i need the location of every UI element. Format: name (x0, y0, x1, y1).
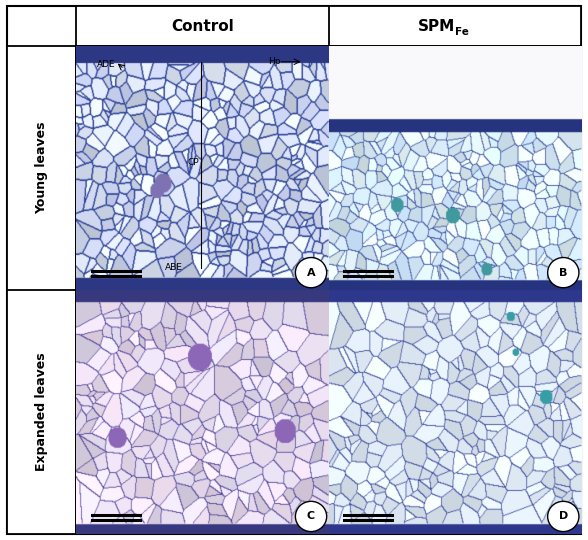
Text: ADE: ADE (96, 60, 115, 69)
Circle shape (547, 501, 579, 531)
Text: SPM: SPM (417, 19, 455, 33)
Bar (7, 46, 76, 534)
Text: ABE: ABE (165, 264, 183, 272)
Bar (76, 46, 581, 534)
Bar (76, 6, 581, 46)
Text: C: C (307, 511, 315, 522)
Circle shape (295, 501, 327, 531)
Text: Young leaves: Young leaves (35, 122, 48, 214)
Circle shape (295, 258, 327, 288)
Text: Fe: Fe (455, 26, 469, 37)
Text: Control: Control (171, 19, 234, 33)
Text: Expanded leaves: Expanded leaves (35, 352, 48, 471)
Text: CP: CP (188, 158, 199, 167)
Text: A: A (307, 268, 315, 278)
Text: B: B (559, 268, 567, 278)
Text: D: D (559, 511, 568, 522)
Text: Hp: Hp (268, 57, 280, 66)
Circle shape (547, 258, 579, 288)
